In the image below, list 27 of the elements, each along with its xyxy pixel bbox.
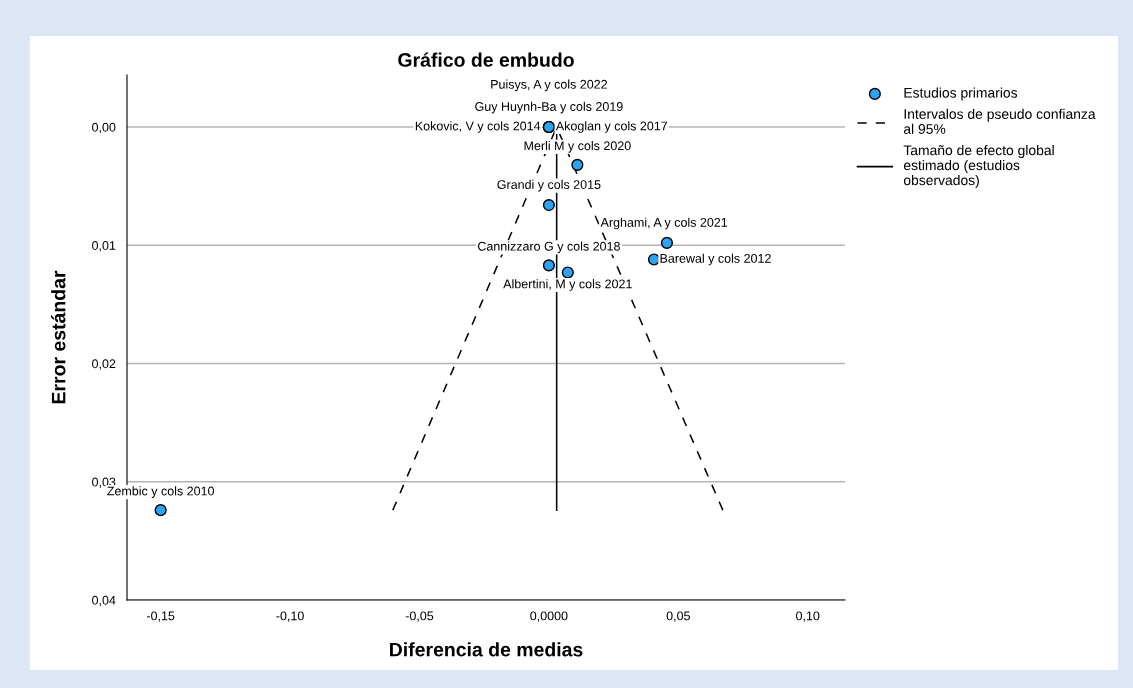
annotation: Puisys, A y cols 2022 bbox=[491, 79, 607, 92]
y-tick-label: 0,00 bbox=[92, 122, 116, 134]
x-tick-label: -0,15 bbox=[146, 611, 175, 622]
x-tick-label: 0,10 bbox=[796, 611, 820, 622]
chart-title: Gráfico de embudo bbox=[398, 52, 574, 67]
y-tick-label: 0,01 bbox=[92, 241, 116, 252]
y-tick-label: 0,02 bbox=[92, 359, 116, 370]
annotation: Albertini, M y cols 2021 bbox=[503, 279, 632, 291]
annotation: Guy Huynh-Ba y cols 2019 bbox=[475, 101, 623, 114]
x-tick-label: -0,05 bbox=[405, 611, 434, 622]
x-tick-label: -0,10 bbox=[276, 611, 304, 622]
annotation: Cannizzaro G y cols 2018 bbox=[477, 241, 620, 254]
annotation: Barewal y cols 2012 bbox=[660, 253, 771, 266]
annotation: Merli M y cols 2020 bbox=[524, 140, 631, 153]
y-tick-label: 0,04 bbox=[92, 595, 116, 607]
legend-label: Intervalos de pseudo confianza al 95% bbox=[903, 108, 1096, 134]
y-axis-title: Error estándar bbox=[51, 270, 66, 404]
legend-label: Tamaño de efecto global estimado (estudios observados) bbox=[903, 145, 1054, 188]
annotation: Arghami, A y cols 2021 bbox=[600, 217, 728, 230]
x-tick-label: 0,05 bbox=[666, 611, 690, 622]
annotation: Kokovic, V y cols 2014 bbox=[415, 121, 541, 133]
x-tick-label: 0,0000 bbox=[530, 611, 568, 622]
x-axis-title: Diferencia de medias bbox=[390, 642, 583, 657]
annotation: Akoglan y cols 2017 bbox=[555, 121, 668, 133]
legend-label: Estudios primarios bbox=[904, 87, 1018, 101]
annotation: Zembic y cols 2010 bbox=[107, 486, 214, 498]
annotation: Grandi y cols 2015 bbox=[497, 179, 601, 192]
